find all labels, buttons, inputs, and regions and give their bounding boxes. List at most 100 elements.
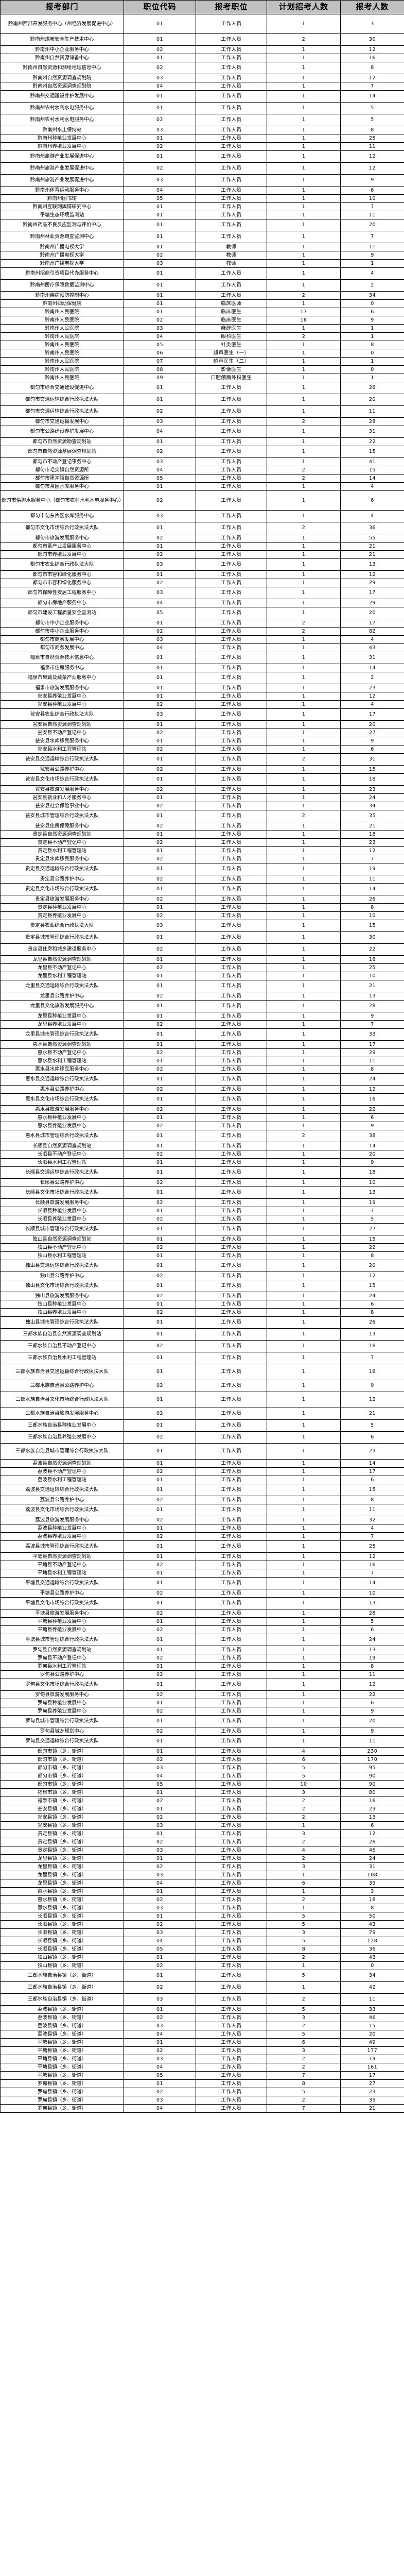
position-cell: 工作人员 bbox=[196, 903, 267, 912]
table-row: 荔波县不动产登记中心 02 工作人员 1 17 bbox=[0, 1467, 404, 1476]
position-cell: 工作人员 bbox=[196, 1057, 267, 1065]
dept-cell: 龙里县镇（乡、街道） bbox=[0, 1871, 124, 1879]
planned-cell: 1 bbox=[267, 1670, 341, 1679]
table-row: 瓮安县住房保障服务中心 02 工作人员 1 21 bbox=[0, 822, 404, 831]
table-row: 黔南州人民医院 05 针灸医生 1 8 bbox=[0, 341, 404, 349]
position-cell: 工作人员 bbox=[196, 1609, 267, 1618]
dept-cell: 瓮安县社会保险事业中心 bbox=[0, 802, 124, 810]
applicants-cell: 25 bbox=[340, 1540, 404, 1553]
column-header-applicants: 报考人数 bbox=[340, 0, 404, 14]
applicants-cell: 9 bbox=[340, 1380, 404, 1392]
planned-cell: 1 bbox=[267, 267, 341, 280]
applicants-cell: 36 bbox=[340, 522, 404, 534]
applicants-cell: 18 bbox=[340, 1340, 404, 1352]
planned-cell: 1 bbox=[267, 992, 341, 1001]
dept-cell: 都匀市中小企业服务中心 bbox=[0, 627, 124, 636]
code-cell: 01 bbox=[124, 308, 196, 316]
table-row: 三都水族自治县公路养护中心 02 工作人员 1 9 bbox=[0, 1380, 404, 1392]
dept-cell: 黔南州图书馆 bbox=[0, 194, 124, 203]
position-cell: 工作人员 bbox=[196, 1308, 267, 1317]
position-cell: 工作人员 bbox=[196, 1569, 267, 1578]
code-cell: 01 bbox=[124, 1552, 196, 1561]
table-row: 罗甸县镇（乡、街道） 04 工作人员 7 21 bbox=[0, 2104, 404, 2113]
table-row: 荔波县文化市场综合行政执法大队 01 工作人员 1 11 bbox=[0, 1504, 404, 1516]
applicants-cell: 4 bbox=[340, 635, 404, 644]
code-cell: 02 bbox=[124, 700, 196, 709]
planned-cell: 2 bbox=[267, 33, 341, 46]
code-cell: 01 bbox=[124, 1235, 196, 1244]
applicants-cell: 13 bbox=[340, 1646, 404, 1654]
dept-cell: 长顺县镇（乡、街道） bbox=[0, 1937, 124, 1945]
planned-cell: 1 bbox=[267, 279, 341, 292]
applicants-cell: 170 bbox=[340, 1755, 404, 1764]
position-cell: 工作人员 bbox=[196, 720, 267, 729]
applicants-cell: 4 bbox=[340, 510, 404, 522]
planned-cell: 10 bbox=[267, 1780, 341, 1789]
dept-cell: 龙里县镇（乡、街道） bbox=[0, 1879, 124, 1888]
table-row: 平塘县水利工程管理站 01 工作人员 1 7 bbox=[0, 1569, 404, 1578]
applicants-cell: 8 bbox=[340, 1662, 404, 1671]
applicants-cell: 4 bbox=[340, 482, 404, 491]
dept-cell: 都匀市镇（乡、街道） bbox=[0, 1755, 124, 1764]
planned-cell: 1 bbox=[267, 534, 341, 543]
table-row: 贵定县交通运输综合行政执法大队 01 工作人员 1 19 bbox=[0, 863, 404, 875]
dept-cell: 荔波县自然资源调查规划站 bbox=[0, 1459, 124, 1468]
planned-cell: 1 bbox=[267, 955, 341, 964]
applicants-cell: 22 bbox=[340, 437, 404, 446]
dept-cell: 罗甸县养殖业发展中心 bbox=[0, 1707, 124, 1716]
dept-cell: 平塘县公路养护中心 bbox=[0, 1589, 124, 1598]
position-cell: 工作人员 bbox=[196, 1048, 267, 1057]
planned-cell: 1 bbox=[267, 920, 341, 932]
planned-cell: 1 bbox=[267, 162, 341, 175]
position-cell: 工作人员 bbox=[196, 1073, 267, 1086]
applicants-cell: 18 bbox=[340, 1895, 404, 1904]
table-row: 罗甸县城乡规划中心 02 工作人员 1 9 bbox=[0, 1727, 404, 1736]
applicants-cell: 27 bbox=[340, 2079, 404, 2088]
table-row: 三都水族自治县交通运输综合行政执法大队 01 工作人员 1 16 bbox=[0, 1364, 404, 1380]
dept-cell: 黔南州人民医院 bbox=[0, 316, 124, 325]
position-cell: 工作人员 bbox=[196, 150, 267, 163]
position-cell: 工作人员 bbox=[196, 162, 267, 175]
code-cell: 02 bbox=[124, 943, 196, 956]
applicants-cell: 9 bbox=[340, 316, 404, 325]
applicants-cell: 82 bbox=[340, 627, 404, 636]
applicants-cell: 19 bbox=[340, 2055, 404, 2063]
planned-cell: 1 bbox=[267, 1431, 341, 1444]
table-row: 都匀市不动产登记事务中心 03 工作人员 1 41 bbox=[0, 457, 404, 466]
code-cell: 07 bbox=[124, 357, 196, 366]
position-cell: 工作人员 bbox=[196, 1251, 267, 1260]
position-cell: 工作人员 bbox=[196, 1879, 267, 1888]
planned-cell: 1 bbox=[267, 142, 341, 151]
applicants-cell: 28 bbox=[340, 1838, 404, 1846]
dept-cell: 都匀市交通运输综合行政执法大队 bbox=[0, 405, 124, 418]
table-row: 独山县旅游发展服务中心 02 工作人员 1 24 bbox=[0, 1292, 404, 1300]
planned-cell: 1 bbox=[267, 911, 341, 920]
dept-cell: 瓮安县水库移民服务中心 bbox=[0, 737, 124, 745]
code-cell: 01 bbox=[124, 1130, 196, 1142]
code-cell: 02 bbox=[124, 802, 196, 810]
planned-cell: 5 bbox=[267, 2030, 341, 2039]
dept-cell: 黔南州煤炭安全生产技术中心 bbox=[0, 33, 124, 46]
code-cell: 01 bbox=[124, 1569, 196, 1578]
dept-cell: 三都水族自治县文化市场综合行政执法大队 bbox=[0, 1392, 124, 1408]
position-cell: 工作人员 bbox=[196, 1150, 267, 1159]
planned-cell: 1 bbox=[267, 793, 341, 802]
dept-cell: 贵定县水库移民服务中心 bbox=[0, 855, 124, 863]
planned-cell: 2 bbox=[267, 810, 341, 822]
dept-cell: 黔南州自然资源调查规划院 bbox=[0, 74, 124, 82]
planned-cell: 2 bbox=[267, 2055, 341, 2063]
code-cell: 01 bbox=[124, 1419, 196, 1432]
applicants-cell: 4 bbox=[340, 267, 404, 280]
planned-cell: 1 bbox=[267, 382, 341, 394]
code-cell: 01 bbox=[124, 1887, 196, 1896]
table-row: 黔南州自然资源调查规划院 04 工作人员 1 7 bbox=[0, 82, 404, 91]
position-cell: 工作人员 bbox=[196, 194, 267, 203]
table-row: 罗甸县旅游发展服务中心 02 工作人员 1 22 bbox=[0, 1690, 404, 1699]
dept-cell: 黔南州自然资源调查规划院 bbox=[0, 82, 124, 91]
position-cell: 工作人员 bbox=[196, 863, 267, 875]
code-cell: 05 bbox=[124, 1780, 196, 1789]
dept-cell: 都匀市公路建设养护发展中心 bbox=[0, 426, 124, 438]
applicants-cell: 39 bbox=[340, 1879, 404, 1888]
planned-cell: 1 bbox=[267, 570, 341, 579]
code-cell: 03 bbox=[124, 708, 196, 721]
